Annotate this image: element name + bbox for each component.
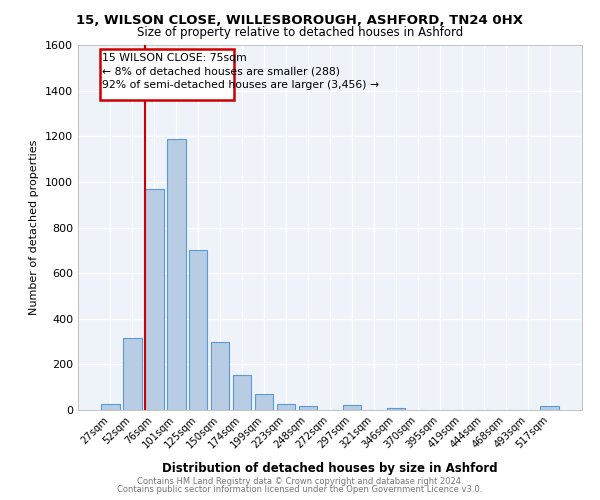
Text: Contains public sector information licensed under the Open Government Licence v3: Contains public sector information licen… [118, 485, 482, 494]
Text: 15, WILSON CLOSE, WILLESBOROUGH, ASHFORD, TN24 0HX: 15, WILSON CLOSE, WILLESBOROUGH, ASHFORD… [77, 14, 523, 27]
Bar [189, 250, 208, 410]
Bar [167, 138, 185, 410]
Text: Size of property relative to detached houses in Ashford: Size of property relative to detached ho… [137, 26, 463, 39]
X-axis label: Distribution of detached houses by size in Ashford: Distribution of detached houses by size … [162, 462, 498, 474]
Text: 92% of semi-detached houses are larger (3,456) →: 92% of semi-detached houses are larger (… [103, 80, 379, 90]
Bar [233, 374, 251, 410]
Bar [101, 404, 119, 410]
Bar [277, 404, 295, 410]
Text: 15 WILSON CLOSE: 75sqm: 15 WILSON CLOSE: 75sqm [103, 53, 247, 63]
Bar [211, 342, 229, 410]
Y-axis label: Number of detached properties: Number of detached properties [29, 140, 40, 315]
Bar [123, 338, 142, 410]
Bar [299, 406, 317, 410]
Bar [386, 408, 405, 410]
Bar [255, 394, 274, 410]
Bar [541, 406, 559, 410]
Bar [343, 406, 361, 410]
Text: Contains HM Land Registry data © Crown copyright and database right 2024.: Contains HM Land Registry data © Crown c… [137, 477, 463, 486]
Bar [145, 188, 164, 410]
Text: ← 8% of detached houses are smaller (288): ← 8% of detached houses are smaller (288… [103, 66, 340, 76]
FancyBboxPatch shape [100, 49, 234, 100]
